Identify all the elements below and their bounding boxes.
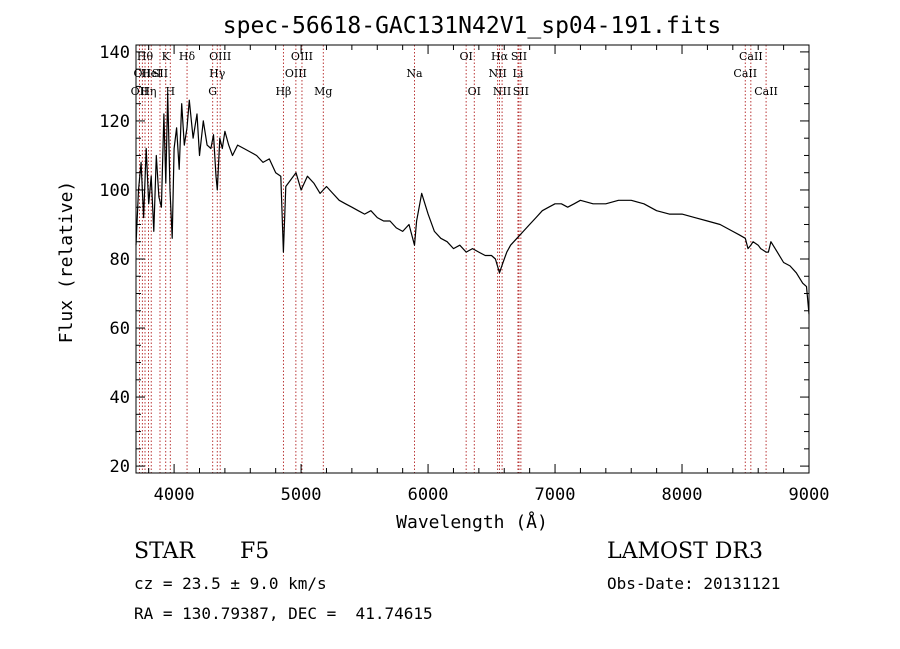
line-label-16: Na xyxy=(406,67,423,80)
y-tick-label: 60 xyxy=(110,319,130,339)
object-class: STAR xyxy=(134,539,195,564)
x-tick-label: 7000 xyxy=(535,485,576,505)
line-label-1: OII xyxy=(133,67,151,80)
y-tick-label: 80 xyxy=(110,250,130,270)
obs-date: Obs-Date: 20131121 xyxy=(607,574,781,593)
plot-frame xyxy=(135,44,810,474)
line-label-18: OI xyxy=(468,85,481,98)
emission-line-labels: OIIOIIHθHηHeISIIKHHδGHγOIIIHβOIIIOIIIMgN… xyxy=(131,50,778,98)
line-label-13: OIII xyxy=(285,67,307,80)
redshift-readout: cz = 23.5 ± 9.0 km/s xyxy=(134,574,327,593)
line-label-7: H xyxy=(165,85,175,98)
line-label-15: Mg xyxy=(314,85,332,98)
x-tick-label: 8000 xyxy=(662,485,703,505)
line-label-6: K xyxy=(162,50,171,63)
x-tick-label: 6000 xyxy=(408,485,449,505)
line-label-11: OIII xyxy=(209,50,231,63)
y-tick-label: 40 xyxy=(110,388,130,408)
line-label-2: Hθ xyxy=(137,50,154,63)
y-tick-label: 140 xyxy=(99,43,130,63)
x-tick-label: 9000 xyxy=(789,485,830,505)
emission-line-markers xyxy=(138,45,767,473)
object-subclass: F5 xyxy=(240,539,270,564)
y-axis-label: Flux (relative) xyxy=(56,181,77,344)
line-label-5: SII xyxy=(152,67,168,80)
y-axis: 20 40 60 80 100 120 140 xyxy=(99,43,809,477)
x-axis-label: Wavelength (Å) xyxy=(396,511,548,533)
line-label-21: NII xyxy=(493,85,511,98)
line-label-3: Hη xyxy=(140,85,156,98)
line-label-4: HeI xyxy=(141,67,161,80)
line-label-26: CaII xyxy=(739,50,763,63)
line-label-10: Hγ xyxy=(209,67,226,80)
line-label-19: NII xyxy=(488,67,506,80)
line-label-27: CaII xyxy=(754,85,778,98)
x-axis: 4000 5000 6000 7000 8000 9000 xyxy=(148,45,830,505)
y-tick-label: 20 xyxy=(110,457,130,477)
y-tick-label: 100 xyxy=(99,181,130,201)
line-label-20: Hα xyxy=(491,50,509,63)
line-label-25: CaII xyxy=(733,67,757,80)
x-tick-label: 4000 xyxy=(154,485,195,505)
line-label-14: OIII xyxy=(291,50,313,63)
flux-series-line xyxy=(135,92,810,315)
line-label-0: OII xyxy=(131,85,149,98)
line-label-22: Li xyxy=(513,67,524,80)
line-label-17: OI xyxy=(459,50,472,63)
y-tick-label: 120 xyxy=(99,112,130,132)
line-label-8: Hδ xyxy=(179,50,196,63)
x-tick-label: 5000 xyxy=(281,485,322,505)
line-label-23: SII xyxy=(511,50,527,63)
coordinates: RA = 130.79387, DEC = 41.74615 xyxy=(134,604,433,623)
chart-title: spec-56618-GAC131N42V1_sp04-191.fits xyxy=(223,13,722,39)
line-label-9: G xyxy=(208,85,217,98)
line-label-12: Hβ xyxy=(275,85,291,98)
survey-name: LAMOST DR3 xyxy=(607,539,763,564)
line-label-24: SII xyxy=(513,85,529,98)
